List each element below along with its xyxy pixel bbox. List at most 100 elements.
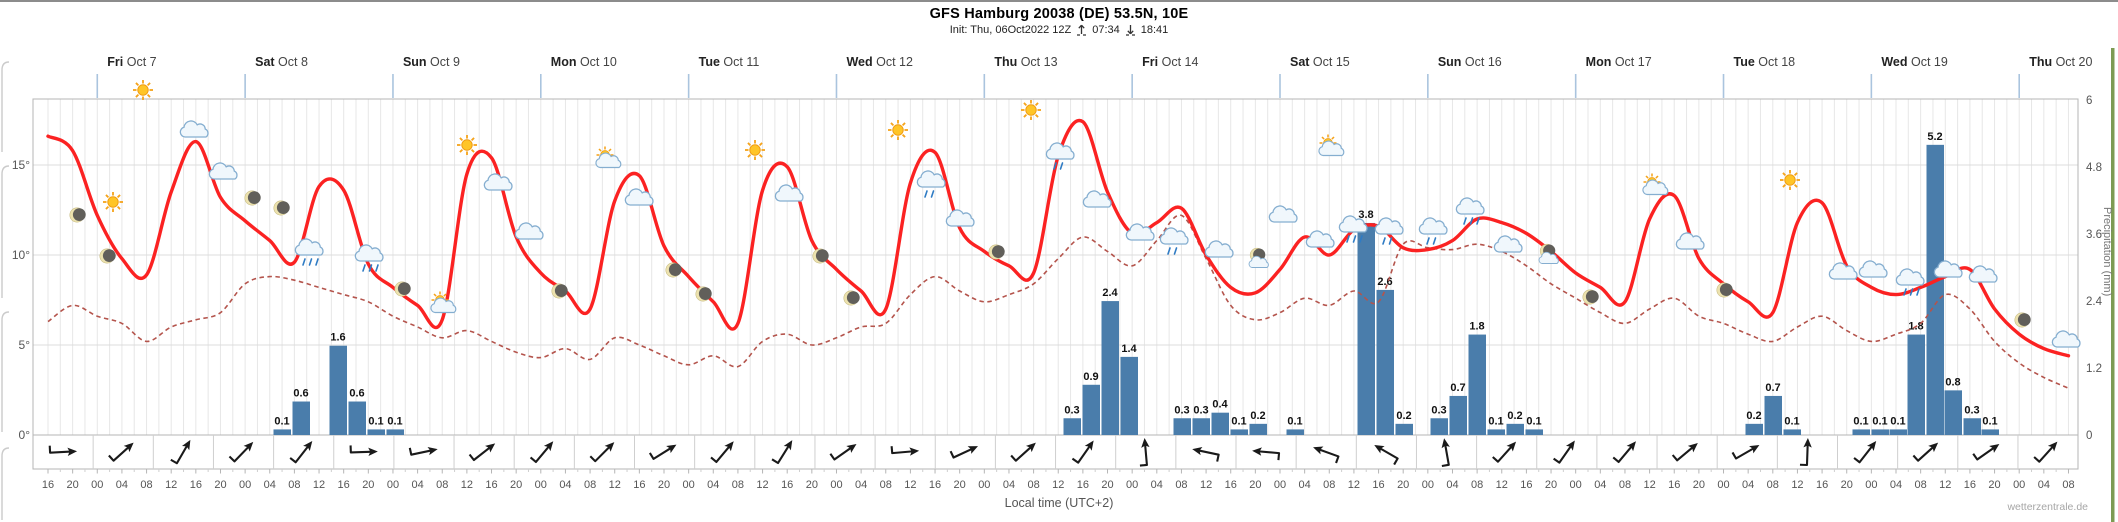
- rain-drop: [302, 258, 306, 266]
- wind-arrow-icon: [1441, 438, 1450, 468]
- time-tick-label: 00: [387, 479, 399, 491]
- time-tick-label: 08: [584, 479, 596, 491]
- cloud-icon: [1675, 232, 1705, 250]
- precip-value-label: 0.3: [1174, 404, 1189, 416]
- time-tick-label: 00: [91, 479, 103, 491]
- moon-icon: [394, 281, 411, 297]
- wind-arrow-icon: [1374, 445, 1399, 466]
- precip-bar: [1783, 429, 1801, 435]
- wind-arrow-icon: [529, 441, 554, 464]
- cloud-icon: [1268, 205, 1298, 223]
- time-tick-label: 08: [1471, 479, 1483, 491]
- precip-value-label: 0.1: [1231, 415, 1246, 427]
- rain-drop: [1346, 235, 1350, 243]
- chart-title: GFS Hamburg 20038 (DE) 53.5N, 10E: [929, 6, 1189, 22]
- rain-drop: [1469, 217, 1474, 225]
- time-tick-label: 16: [1372, 479, 1384, 491]
- wind-arrow-icon: [228, 441, 254, 463]
- cloud-drizzle-icon: [1045, 142, 1075, 170]
- precip-value-label: 1.4: [1121, 343, 1137, 355]
- time-tick-label: 00: [2013, 479, 2025, 491]
- left-edge-artifacts: [1, 61, 10, 520]
- sun-icon: [133, 80, 153, 100]
- precip-bar: [1211, 412, 1229, 435]
- precip-bar: [1926, 144, 1944, 435]
- wind-arrows: [48, 438, 2058, 468]
- cloud-icon: [916, 170, 946, 188]
- day-label: Tue Oct 18: [1734, 55, 1796, 69]
- time-tick-label: 16: [1077, 479, 1089, 491]
- rain-drop: [1903, 288, 1907, 296]
- sun-cloud-icon: [1318, 134, 1345, 157]
- time-tick-label: 00: [978, 479, 990, 491]
- precip-value-label: 0.1: [1784, 415, 1799, 427]
- watermark: wetterzentrale.de: [2007, 501, 2088, 513]
- wind-arrow-icon: [1192, 446, 1220, 462]
- cloud-icon: [179, 120, 209, 138]
- precip-bar: [1082, 384, 1100, 435]
- temp-tick-label: 10°: [12, 248, 30, 262]
- wind-arrow-icon: [468, 443, 496, 462]
- cloud-icon: [208, 162, 238, 180]
- cloud-icon: [1318, 140, 1345, 157]
- wind-arrow-icon: [771, 440, 793, 465]
- sun-icon: [745, 140, 765, 160]
- time-tick-label: 04: [559, 479, 571, 491]
- precip-tick-label: 2.4: [2086, 296, 2103, 308]
- moon-icon: [69, 207, 86, 223]
- precip-value-label: 0.3: [1964, 404, 1979, 416]
- time-tick-label: 00: [1865, 479, 1877, 491]
- cloud-icon: [1538, 251, 1559, 264]
- time-tick-label: 20: [806, 479, 818, 491]
- time-tick-label: 12: [904, 479, 916, 491]
- precip-bar: [329, 345, 347, 435]
- precip-bar: [1745, 423, 1763, 435]
- cloud-icon: [179, 120, 209, 138]
- right-green-edge: [2111, 48, 2115, 522]
- precip-value-label: 0.4: [1212, 399, 1228, 411]
- wind-arrow-icon: [1252, 447, 1281, 461]
- precip-bar: [1944, 390, 1962, 435]
- cloud-icon: [1828, 262, 1858, 280]
- rain-drop: [1059, 162, 1064, 170]
- time-tick-label: 16: [633, 479, 645, 491]
- cloud-drizzle-icon: [1159, 227, 1189, 255]
- wind-arrow-icon: [1071, 440, 1094, 464]
- day-label: Sun Oct 16: [1438, 55, 1502, 69]
- wind-arrow-icon: [1553, 440, 1575, 464]
- time-tick-label: 20: [214, 479, 226, 491]
- cloud-icon: [624, 188, 654, 206]
- moon-icon: [1582, 289, 1599, 305]
- precip-bar: [1101, 301, 1119, 435]
- sun-icon: [103, 192, 123, 212]
- precip-value-label: 0.1: [1982, 415, 1997, 427]
- precip-axis-title: Precipitation (mm): [2101, 207, 2113, 296]
- time-tick-label: 08: [1323, 479, 1335, 491]
- cloud-icon: [208, 162, 238, 180]
- sun-cloud-icon: [430, 291, 457, 314]
- time-tick-label: 12: [609, 479, 621, 491]
- precip-bar: [348, 401, 366, 435]
- time-tick-label: 16: [1225, 479, 1237, 491]
- temp-tick-label: 5°: [19, 338, 31, 352]
- precip-tick-label: 1.2: [2086, 363, 2102, 375]
- time-tick-label: 12: [1052, 479, 1064, 491]
- cloud-icon: [1493, 235, 1523, 253]
- precip-tick-label: 4.8: [2086, 162, 2102, 174]
- cloud-icon: [1125, 223, 1155, 241]
- cloud-icon: [945, 209, 975, 227]
- time-tick-label: 04: [1742, 479, 1754, 491]
- wind-arrow-icon: [829, 443, 857, 461]
- cloud-rain-icon: [354, 244, 384, 272]
- time-tick-label: 20: [1841, 479, 1853, 491]
- cloud-icon: [1268, 205, 1298, 223]
- rain-drop: [1432, 237, 1437, 245]
- moon-icon: [695, 286, 712, 302]
- cloud-icon: [1858, 260, 1888, 278]
- cloud-icon: [514, 222, 544, 240]
- precip-value-label: 0.1: [274, 415, 289, 427]
- rain-drop: [1463, 217, 1467, 225]
- precip-value-label: 0.1: [368, 415, 383, 427]
- rain-drop: [1382, 237, 1386, 245]
- rain-drop: [1388, 237, 1393, 245]
